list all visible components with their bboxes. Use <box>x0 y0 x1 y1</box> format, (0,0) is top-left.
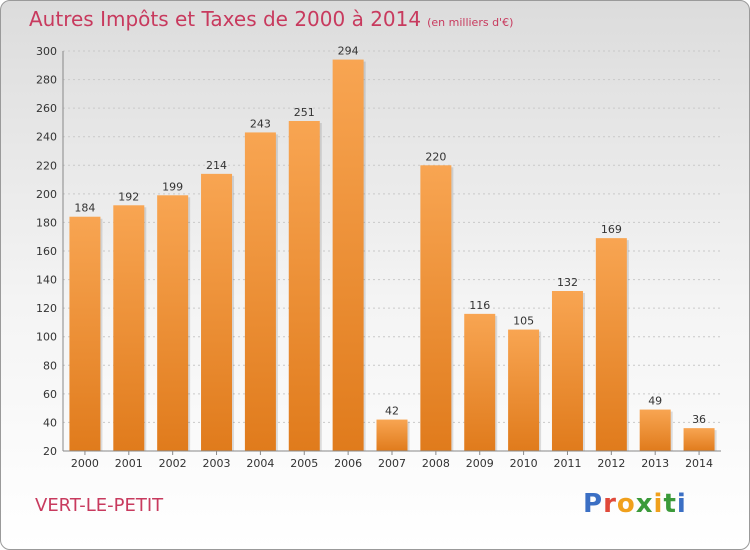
bar <box>288 121 320 451</box>
y-tick-label: 20 <box>43 445 57 458</box>
data-label: 220 <box>425 150 446 163</box>
axes: 20 40 60 80 100 120 140 160 180 200 220 240 260 280 30… <box>36 45 721 470</box>
logo-letter: o <box>616 489 636 519</box>
x-tick-label: 2004 <box>246 457 274 470</box>
logo-letter: i <box>676 489 687 519</box>
data-label: 105 <box>513 315 534 328</box>
logo-letter: r <box>603 489 617 519</box>
data-label: 192 <box>118 190 139 203</box>
title-text: Autres Impôts et Taxes de 2000 à 2014 <box>29 7 422 31</box>
chart-title: Autres Impôts et Taxes de 2000 à 2014 (en… <box>29 7 513 31</box>
x-tick-label: 2003 <box>203 457 231 470</box>
x-tick-label: 2013 <box>641 457 669 470</box>
data-label: 294 <box>338 45 359 58</box>
x-tick-label: 2014 <box>685 457 713 470</box>
bar <box>683 428 715 451</box>
bar <box>69 216 101 451</box>
logo-letter: x <box>635 489 654 519</box>
bar <box>595 238 627 451</box>
data-label: 243 <box>250 117 271 130</box>
y-tick-label: 200 <box>36 188 57 201</box>
bar <box>508 329 540 451</box>
y-tick-label: 100 <box>36 331 57 344</box>
data-label: 132 <box>557 276 578 289</box>
x-tick-label: 2001 <box>115 457 143 470</box>
bar <box>201 173 233 451</box>
y-tick-label: 260 <box>36 102 57 115</box>
commune-name: VERT-LE-PETIT <box>35 495 164 516</box>
bar <box>157 195 189 451</box>
x-tick-label: 2012 <box>597 457 625 470</box>
data-label: 169 <box>601 223 622 236</box>
bar <box>464 313 496 451</box>
y-tick-label: 140 <box>36 274 57 287</box>
data-label: 184 <box>74 202 95 215</box>
y-tick-label: 40 <box>43 416 57 429</box>
y-tick-label: 180 <box>36 216 57 229</box>
unit-label: (en milliers d'€) <box>427 16 514 29</box>
y-tick-label: 220 <box>36 159 57 172</box>
y-tick-label: 300 <box>36 45 57 58</box>
bar <box>551 291 583 451</box>
data-label: 42 <box>385 405 399 418</box>
y-tick-label: 240 <box>36 131 57 144</box>
x-tick-label: 2007 <box>378 457 406 470</box>
y-tick-label: 80 <box>43 359 57 372</box>
bar <box>332 59 364 451</box>
bar <box>376 419 408 451</box>
bar <box>420 165 452 452</box>
data-label: 199 <box>162 180 183 193</box>
data-label: 36 <box>692 413 706 426</box>
bar <box>244 132 276 451</box>
logo-letter: i <box>653 489 664 519</box>
bar <box>113 205 145 451</box>
bars: 184 192 199 214 243 251 294 42 220 116 105 132 169 49… <box>69 45 717 452</box>
x-tick-label: 2005 <box>290 457 318 470</box>
data-label: 214 <box>206 159 227 172</box>
y-tick-label: 160 <box>36 245 57 258</box>
y-tick-label: 280 <box>36 74 57 87</box>
logo-letter: P <box>583 489 604 519</box>
data-label: 116 <box>469 299 490 312</box>
x-tick-label: 2009 <box>466 457 494 470</box>
x-tick-label: 2006 <box>334 457 362 470</box>
data-label: 49 <box>648 395 662 408</box>
y-tick-label: 60 <box>43 388 57 401</box>
x-tick-label: 2002 <box>159 457 187 470</box>
x-tick-label: 2011 <box>553 457 581 470</box>
x-tick-label: 2008 <box>422 457 450 470</box>
bar <box>639 409 671 451</box>
x-tick-label: 2000 <box>71 457 99 470</box>
y-tick-label: 120 <box>36 302 57 315</box>
proxiti-logo: Proxiti <box>583 489 687 519</box>
data-label: 251 <box>294 106 315 119</box>
logo-letter: t <box>663 489 677 519</box>
x-tick-label: 2010 <box>510 457 538 470</box>
